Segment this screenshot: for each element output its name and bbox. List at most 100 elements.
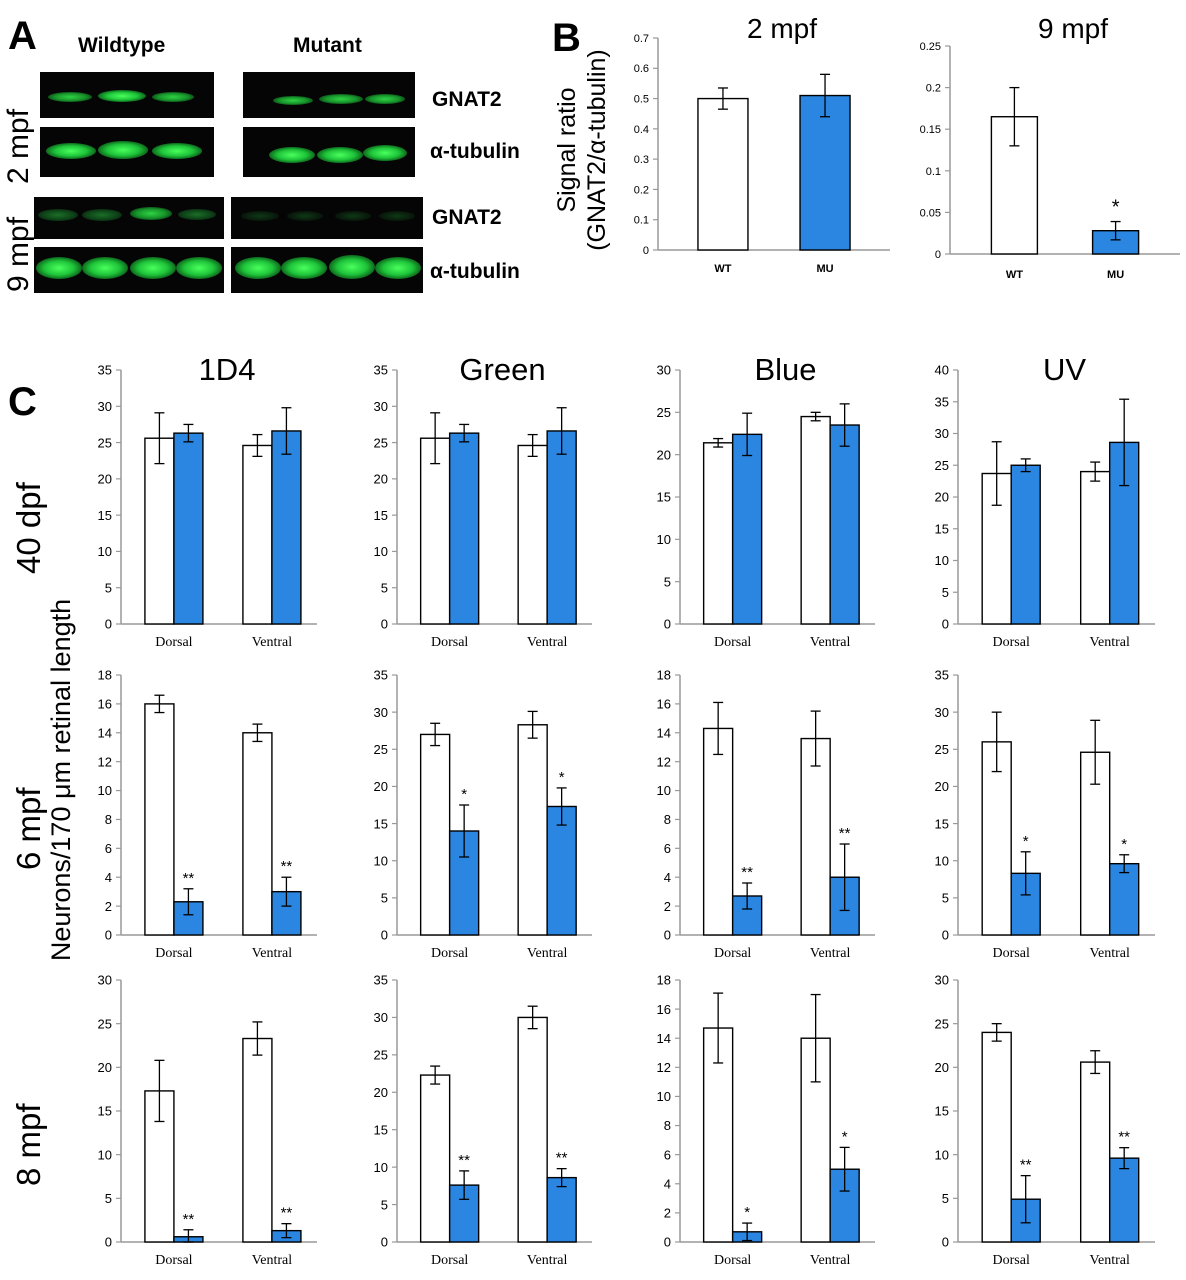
chart-c12-ytick-label: 30: [374, 399, 388, 414]
chart-c12-ytick-label: 15: [374, 508, 388, 523]
wildtype-header: Wildtype: [78, 34, 166, 57]
chart-c24-ytick-label: 35: [935, 668, 949, 683]
chart-c23-ytick-label: 12: [657, 754, 671, 769]
chart-c12-category-label: Ventral: [527, 635, 568, 650]
chart-c14-bar: [1079, 470, 1111, 625]
chart-c11-ytick-label: 25: [98, 435, 112, 450]
chart-c24-category-label: Dorsal: [993, 946, 1030, 961]
chart-c33-ytick-label: 10: [657, 1089, 671, 1104]
chart-c14-category-label: Ventral: [1089, 635, 1130, 650]
chart-c12-ytick-label: 0: [381, 617, 388, 632]
chart-c21-ytick-label: 16: [98, 697, 112, 712]
chart-c24-ytick-label: 0: [942, 928, 949, 943]
chart-c22-bar: [419, 733, 451, 936]
chart-c21-ytick-label: 18: [98, 668, 112, 683]
chart-b1-ytick-label: 0.2: [634, 184, 649, 196]
chart-c23-ytick-label: 8: [664, 812, 671, 827]
chart-c22-bar: [517, 724, 548, 936]
chart-c21-category-label: Ventral: [252, 946, 293, 961]
chart-c34-bar: [1079, 1061, 1111, 1243]
chart-c13-bar: [829, 424, 860, 625]
chart-c14-ytick-label: 0: [942, 617, 949, 632]
chart-c33-ytick-label: 6: [664, 1147, 671, 1162]
chart-c11-category-label: Dorsal: [155, 635, 192, 650]
chart-c11-bar: [144, 437, 175, 625]
chart-c34-ytick-label: 10: [935, 1147, 949, 1162]
chart-c23-ytick-label: 2: [664, 899, 671, 914]
chart-c12-ytick-label: 35: [374, 363, 388, 378]
chart-c14-category-label: Dorsal: [993, 635, 1030, 650]
chart-c12-ytick-label: 20: [374, 472, 388, 487]
chart-c34-significance-marker: **: [1020, 1157, 1032, 1174]
chart-b1-bar: [799, 94, 851, 251]
chart-c11-ytick-label: 5: [105, 580, 112, 595]
chart-c13-category-label: Dorsal: [714, 635, 751, 650]
chart-b1-ytick-label: 0.7: [634, 33, 649, 45]
chart-c22-ytick-label: 35: [374, 668, 388, 683]
chart-c34-ytick-label: 5: [942, 1191, 949, 1206]
chart-c11-bar: [173, 432, 204, 625]
chart-c22-ytick-label: 30: [374, 705, 388, 720]
chart-c13-ytick-label: 10: [657, 532, 671, 547]
chart-c32-category-label: Dorsal: [431, 1253, 468, 1268]
chart-c31-category-label: Ventral: [252, 1253, 293, 1268]
chart-c33-ytick-label: 4: [664, 1176, 671, 1191]
chart-c31-bar: [242, 1037, 273, 1243]
chart-c34-category-label: Ventral: [1089, 1253, 1130, 1268]
chart-c32-bar: [419, 1074, 451, 1243]
chart-c12-category-label: Dorsal: [431, 635, 468, 650]
chart-c12-ytick-label: 25: [374, 435, 388, 450]
chart-c24-significance-marker: *: [1023, 833, 1029, 850]
chart-c21-ytick-label: 12: [98, 754, 112, 769]
chart-c11-title: 1D4: [199, 352, 256, 387]
chart-c32-ytick-label: 25: [374, 1048, 388, 1063]
chart-c32-ytick-label: 0: [381, 1235, 388, 1250]
chart-c32-ytick-label: 10: [374, 1160, 388, 1175]
chart-c11-ytick-label: 15: [98, 508, 112, 523]
chart-c12-ytick-label: 10: [374, 544, 388, 559]
chart-c31-category-label: Dorsal: [155, 1253, 192, 1268]
chart-c24-bar: [981, 741, 1012, 936]
chart-c23-category-label: Dorsal: [714, 946, 751, 961]
chart-c33-significance-marker: *: [842, 1128, 848, 1145]
chart-c23-category-label: Ventral: [810, 946, 851, 961]
chart-c33-significance-marker: *: [744, 1204, 750, 1221]
chart-c32-ytick-label: 35: [374, 973, 388, 988]
chart-c31-ytick-label: 30: [98, 973, 112, 988]
chart-c21-bar: [144, 703, 175, 936]
chart-b2-category-label: MU: [1107, 269, 1124, 281]
chart-c34-ytick-label: 30: [935, 973, 949, 988]
chart-b2-title: 9 mpf: [1038, 13, 1108, 44]
chart-c23-ytick-label: 14: [657, 725, 671, 740]
chart-c14-ytick-label: 30: [935, 426, 949, 441]
chart-c14-ytick-label: 15: [935, 521, 949, 536]
chart-c12-ytick-label: 5: [381, 580, 388, 595]
chart-c21-ytick-label: 4: [105, 870, 112, 885]
chart-c32-ytick-label: 15: [374, 1122, 388, 1137]
chart-c13-category-label: Ventral: [810, 635, 851, 650]
chart-c13-ytick-label: 30: [657, 363, 671, 378]
chart-b2-significance-marker: *: [1112, 197, 1120, 219]
chart-c23-bar: [800, 737, 831, 936]
chart-c34-bar: [1108, 1157, 1140, 1243]
chart-c12-bar: [517, 444, 548, 625]
chart-c33-ytick-label: 18: [657, 973, 671, 988]
chart-c31-ytick-label: 20: [98, 1060, 112, 1075]
chart-c33-category-label: Dorsal: [714, 1253, 751, 1268]
chart-b1-category-label: WT: [714, 263, 731, 275]
chart-c31-ytick-label: 25: [98, 1016, 112, 1031]
chart-c34-category-label: Dorsal: [993, 1253, 1030, 1268]
chart-c14-ytick-label: 40: [935, 363, 949, 378]
chart-b1-ytick-label: 0.6: [634, 63, 649, 75]
chart-c23-significance-marker: **: [839, 825, 851, 842]
chart-c24-ytick-label: 30: [935, 705, 949, 720]
chart-b1-ytick-label: 0.4: [634, 124, 649, 136]
chart-b1-category-label: MU: [816, 263, 833, 275]
chart-c24-ytick-label: 10: [935, 853, 949, 868]
chart-c32-bar: [517, 1016, 548, 1243]
panel-label-a: A: [8, 14, 37, 58]
chart-c21-significance-marker: **: [281, 858, 293, 875]
blot-label-tubulin-2mpf: α-tubulin: [430, 140, 520, 163]
chart-c33-ytick-label: 8: [664, 1118, 671, 1133]
